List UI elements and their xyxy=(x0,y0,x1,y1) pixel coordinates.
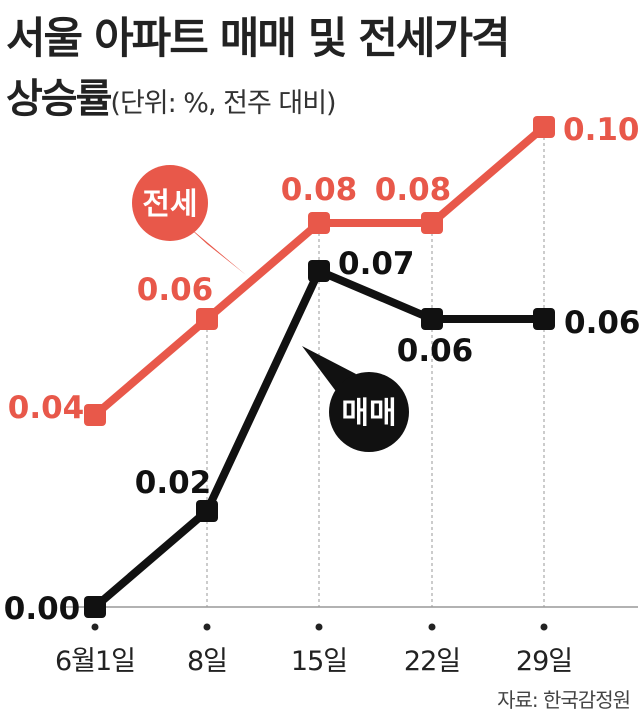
jeonse-data-point xyxy=(421,212,443,234)
jeonse-data-point xyxy=(84,404,106,426)
jeonse-data-label: 0.08 xyxy=(281,172,358,208)
sale-data-point xyxy=(84,596,106,618)
x-tick-label: 6월1일 xyxy=(55,646,135,677)
jeonse-data-point xyxy=(308,212,330,234)
sale-data-label: 0.06 xyxy=(397,333,474,369)
jeonse-legend-bubble xyxy=(132,165,208,241)
jeonse-data-point xyxy=(533,116,555,138)
x-tick-label: 29일 xyxy=(516,646,572,677)
sale-data-point xyxy=(196,500,218,522)
jeonse-data-label: 0.08 xyxy=(375,172,452,208)
x-tick-label: 22일 xyxy=(404,646,460,677)
x-tick-dot xyxy=(428,623,436,631)
x-tick-dot xyxy=(315,623,323,631)
jeonse-data-label: 0.10 xyxy=(563,112,640,148)
x-tick-label: 8일 xyxy=(187,646,227,677)
jeonse-data-label: 0.04 xyxy=(8,390,85,426)
jeonse-callout-tail xyxy=(183,222,246,275)
jeonse-data-point xyxy=(196,308,218,330)
jeonse-series-name: 전세 xyxy=(142,187,197,222)
unit-label: (단위: %, 전주 대비) xyxy=(110,88,336,119)
sale-data-label: 0.07 xyxy=(338,246,415,282)
sale-data-point xyxy=(421,308,443,330)
sale-data-label: 0.02 xyxy=(135,465,212,501)
sale-series-name: 매매 xyxy=(341,396,396,431)
x-tick-dot xyxy=(91,623,99,631)
source-note: 자료: 한국감정원 xyxy=(497,688,631,712)
sale-data-point xyxy=(308,260,330,282)
x-tick-dot xyxy=(203,623,211,631)
chart-subtitle: 상승률(단위: %, 전주 대비) xyxy=(6,66,337,124)
x-tick-label: 15일 xyxy=(291,646,347,677)
subtitle-text: 상승률 xyxy=(6,76,112,122)
sale-data-label: 0.06 xyxy=(564,305,640,341)
sale-legend-bubble xyxy=(329,372,409,452)
jeonse-data-label: 0.06 xyxy=(137,272,214,308)
chart-title: 서울 아파트 매매 및 전세가격 xyxy=(6,14,511,64)
x-tick-dot xyxy=(540,623,548,631)
sale-data-point xyxy=(533,308,555,330)
sale-data-label: 0.00 xyxy=(4,591,81,627)
sale-callout-tail xyxy=(302,346,356,394)
